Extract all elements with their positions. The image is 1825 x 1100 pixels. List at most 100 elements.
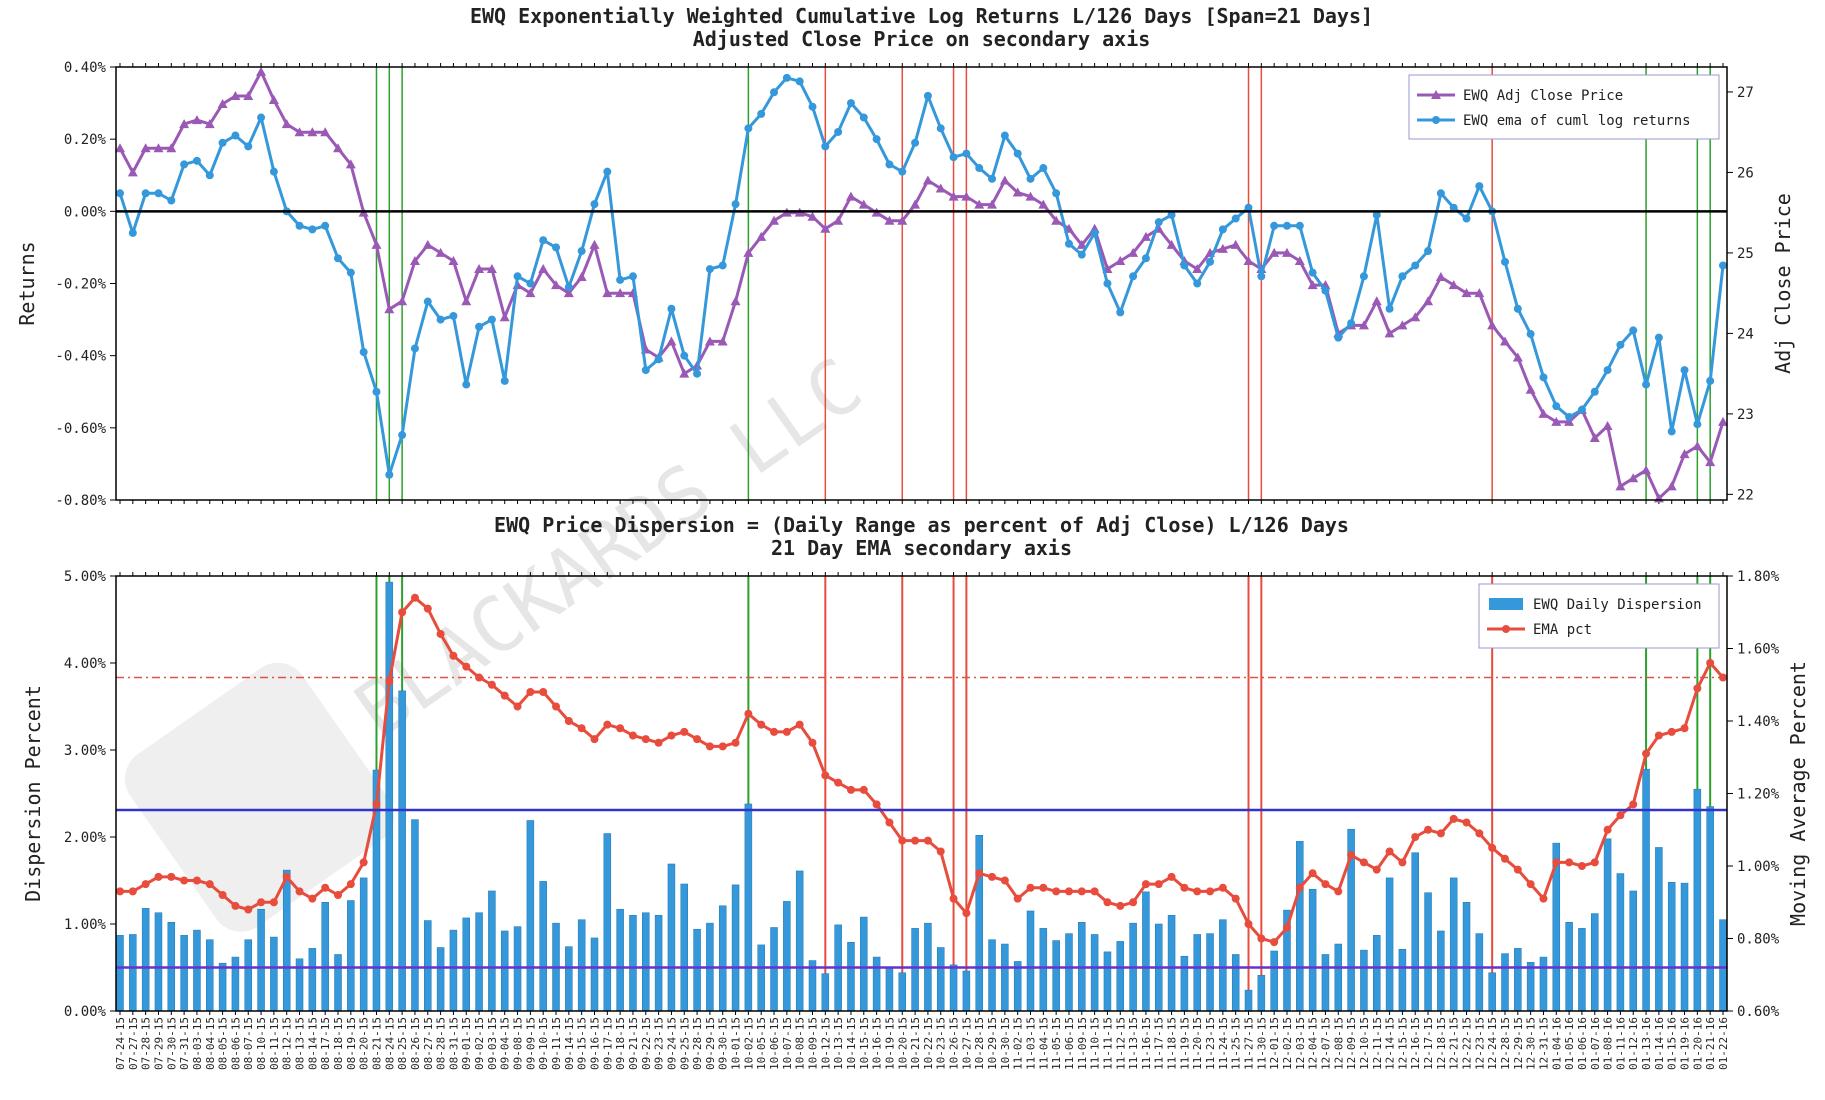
chart-title: EWQ Exponentially Weighted Cumulative Lo… [470,4,1373,28]
marker [1398,272,1407,281]
x-tick-label: 01-04-16 [1550,1017,1563,1070]
legend-box [1478,583,1720,649]
marker [539,688,548,696]
marker [756,231,767,241]
bar [1680,882,1689,1012]
marker [641,366,650,375]
x-tick-label: 01-13-16 [1640,1017,1653,1070]
marker [1270,221,1279,230]
marker [1371,296,1382,306]
marker [1103,279,1112,288]
y-tick-label: -0.60% [55,421,106,437]
x-tick-label: 10-08-15 [794,1017,807,1070]
marker [141,189,150,198]
marker [1693,420,1702,429]
bar [654,915,663,1012]
marker [1026,883,1035,892]
x-tick-label: 09-02-15 [473,1017,486,1070]
marker [308,894,317,903]
marker [1257,934,1266,943]
plot-frame [115,66,1728,501]
marker [820,223,831,233]
marker [1012,187,1023,197]
x-tick-label: 01-20-16 [1691,1017,1704,1070]
x-tick-label: 09-16-15 [588,1017,601,1070]
marker [667,304,676,313]
x-tick-label: 12-09-15 [1345,1017,1358,1070]
marker [974,199,985,209]
marker [705,265,714,274]
marker [628,272,637,281]
y-tick-label: -0.80% [55,493,106,509]
marker [1269,247,1280,257]
marker [268,94,279,104]
marker [526,279,535,288]
marker [1475,182,1484,191]
marker [346,268,355,277]
bar [141,908,150,1012]
bar [1591,913,1599,1012]
marker [359,348,368,357]
bar [1001,943,1009,1012]
marker [1218,883,1227,892]
y2-tick-label: 25 [1737,246,1754,262]
x-tick-label: 08-06-15 [229,1017,242,1070]
marker [525,288,536,298]
marker [1577,405,1586,414]
marker [1513,865,1522,874]
bar [667,863,676,1012]
marker [1167,210,1176,219]
marker [859,113,868,122]
x-tick-label: 08-12-15 [281,1017,294,1070]
marker [141,880,150,889]
marker [436,315,445,324]
marker [615,288,626,298]
x-tick-label: 08-20-15 [358,1017,371,1070]
marker [1038,199,1049,209]
y-tick-label: 0.40% [64,60,107,76]
x-tick-label: 01-12-16 [1627,1017,1640,1070]
x-tick-label: 11-12-15 [1114,1017,1127,1070]
marker [1230,239,1241,249]
marker [1025,191,1036,201]
y2-tick-label: 26 [1737,165,1754,181]
marker [834,778,843,787]
y2-tick-label: 1.60% [1737,642,1780,658]
x-tick-label: 01-14-16 [1653,1017,1666,1070]
marker [693,369,702,378]
x-tick-label: 10-19-15 [883,1017,896,1070]
x-tick-label: 11-24-15 [1217,1017,1230,1070]
marker [898,836,907,845]
marker [911,836,920,845]
marker [666,336,677,346]
bar [282,869,291,1012]
marker [628,731,637,740]
x-tick-label: 07-31-15 [178,1017,191,1070]
bar [1603,838,1612,1012]
marker [1525,384,1536,394]
legend-marker [1502,625,1510,633]
x-tick-label: 09-11-15 [550,1017,563,1070]
marker [474,264,485,274]
bar [1398,948,1407,1012]
marker [1231,214,1240,223]
y2-tick-label: 1.20% [1737,787,1780,803]
marker [1680,366,1689,375]
marker [1244,203,1253,212]
x-tick-label: 10-27-15 [960,1017,973,1070]
marker [500,691,509,700]
marker [911,138,920,147]
bar [1501,953,1509,1012]
marker [499,312,510,322]
legend-label: EWQ ema of cuml log returns [1463,113,1691,129]
bar [1244,989,1253,1012]
bar [436,947,445,1012]
x-tick-label: 12-29-15 [1512,1017,1525,1070]
marker [1295,221,1304,230]
watermark-logo [124,662,394,932]
marker [910,199,921,209]
marker [1051,215,1062,225]
chart-subtitle: Adjusted Close Price on secondary axis [693,27,1151,51]
marker [1115,255,1126,265]
